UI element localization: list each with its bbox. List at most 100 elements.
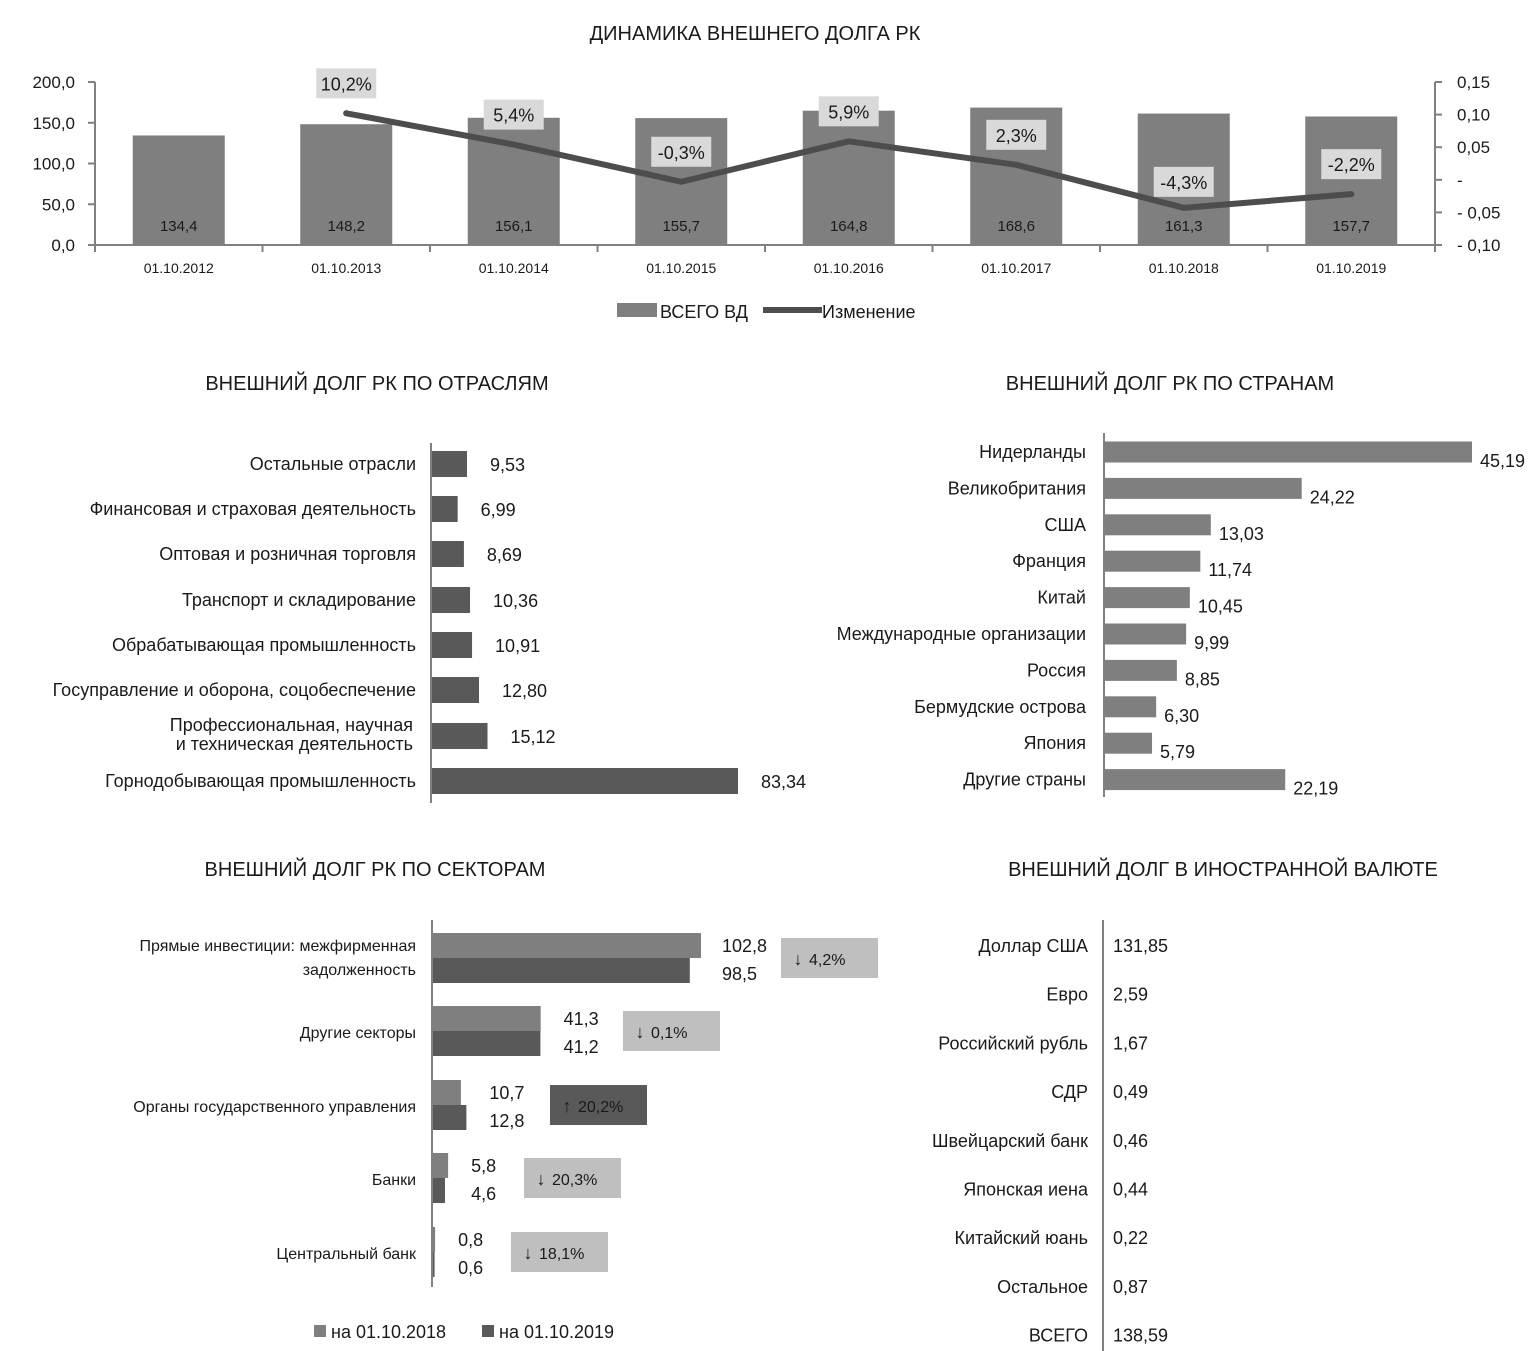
sector-category-label: Другие секторы [300,1025,416,1042]
change-label-box [1321,149,1382,180]
industry-category-label: Профессиональная, научная [170,715,413,735]
x-tick-label: 01.10.2016 [814,260,884,276]
sector-value-2019: 0,6 [458,1258,483,1278]
total-debt-bar [1305,116,1398,245]
country-category-label: Россия [1027,660,1086,680]
country-category-label: США [1044,515,1086,535]
sector-value-2018: 10,7 [489,1083,524,1103]
country-value-label: 24,22 [1310,487,1355,507]
industry-bar [432,632,473,658]
sector-value-2018: 0,8 [458,1230,483,1250]
country-value-label: 9,99 [1194,633,1229,653]
countries-chart: 45,19 Нидерланды 24,22 Великобритания 13,03 С… [837,433,1525,799]
industry-bar [432,723,488,749]
bar-value-label: 155,7 [662,218,700,235]
industry-value-label: 83,34 [761,772,806,792]
industry-bar [432,451,467,477]
sector-change-badge [550,1085,647,1125]
change-label-box [986,119,1047,150]
country-category-label: Япония [1024,733,1087,753]
sector-value-2019: 98,5 [722,964,757,984]
currency-row-value: 131,85 [1113,936,1168,956]
left-y-tick-label: 0,0 [51,236,75,255]
country-category-label: Франция [1012,551,1086,571]
country-bar [1105,623,1187,645]
x-tick-label: 01.10.2019 [1316,260,1386,276]
currency-row-label: ВСЕГО [1029,1326,1088,1346]
country-bar [1105,769,1286,791]
change-data-label: -2,2% [1328,155,1375,175]
industry-value-label: 10,91 [495,636,540,656]
currency-row-label: СДР [1051,1082,1088,1102]
x-tick-label: 01.10.2018 [1149,260,1219,276]
country-value-label: 22,19 [1293,779,1338,799]
dynamics-chart: 0,0 50,0 100,0 150,0 200,0 - 0,10 - 0,05 - 0,05 0… [32,68,1500,322]
industry-bar [432,496,458,522]
legend-label-total: ВСЕГО ВД [660,302,748,322]
sector-value-2018: 102,8 [722,936,767,956]
currency-row-value: 1,67 [1113,1033,1148,1053]
country-category-label: Другие страны [963,770,1086,790]
right-y-tick-label: 0,15 [1457,73,1490,92]
sector-category-label: Банки [372,1172,416,1189]
arrow-down-icon: ↓ [794,949,803,969]
country-value-label: 6,30 [1164,706,1199,726]
sector-bar-2019 [433,958,690,983]
currency-row-value: 0,44 [1113,1180,1148,1200]
industry-value-label: 6,99 [481,500,516,520]
change-data-label: -0,3% [658,143,705,163]
sector-bar-2018 [433,1227,436,1252]
country-bar [1105,659,1177,681]
industry-category-label: Горнодобывающая промышленность [105,771,416,791]
arrow-down-icon: ↓ [524,1243,533,1263]
industry-value-label: 15,12 [511,727,556,747]
sector-value-2018: 5,8 [471,1156,496,1176]
sector-bar-2019 [433,1178,445,1203]
total-debt-bar [802,110,895,245]
right-y-tick-label: - 0,10 [1457,236,1500,255]
country-value-label: 5,79 [1160,742,1195,762]
right-y-tick-label: - 0,05 [1457,203,1500,222]
sector-bar-2019 [433,1031,541,1056]
sector-change-value: 20,3% [552,1172,597,1189]
arrow-down-icon: ↓ [537,1169,546,1189]
change-point [1180,204,1187,211]
industry-category-label: Обрабатывающая промышленность [112,635,416,655]
left-y-tick-label: 200,0 [32,73,75,92]
sector-change-badge [623,1011,720,1051]
left-y-tick-label: 150,0 [32,114,75,133]
change-data-label: 2,3% [996,126,1037,146]
countries-chart-title: ВНЕШНИЙ ДОЛГ РК ПО СТРАНАМ [1006,371,1334,395]
change-label-box [818,96,879,127]
currency-row-label: Евро [1046,985,1088,1005]
country-category-label: Нидерланды [979,442,1086,462]
bar-value-label: 134,4 [160,218,198,235]
sector-value-2019: 4,6 [471,1184,496,1204]
industry-value-label: 10,36 [493,591,538,611]
country-bar [1105,696,1157,718]
country-bar [1105,477,1302,499]
dynamics-chart-title: ДИНАМИКА ВНЕШНЕГО ДОЛГА РК [590,23,921,45]
sector-category-label: Прямые инвестиции: межфирменная [140,938,416,955]
currency-table-title: ВНЕШНИЙ ДОЛГ В ИНОСТРАННОЙ ВАЛЮТЕ [1008,857,1438,881]
currency-row-label: Японская иена [963,1180,1089,1200]
sector-chart: 102,8 98,5 ↓ 4,2% Прямые инвестиции: межфирм… [133,920,878,1342]
currency-row-label: Российский рубль [938,1033,1088,1053]
country-value-label: 45,19 [1480,451,1525,471]
sector-change-value: 4,2% [809,952,845,969]
sector-bar-2018 [433,933,701,958]
x-tick-label: 01.10.2012 [144,260,214,276]
currency-row-label: Швейцарский банк [932,1131,1088,1151]
country-value-label: 10,45 [1198,597,1243,617]
total-debt-bar [132,135,225,245]
currency-row-label: Китайский юань [955,1228,1088,1248]
currency-row-value: 0,22 [1113,1228,1148,1248]
x-tick-label: 01.10.2015 [646,260,716,276]
industry-bar [432,587,471,613]
industry-category-label: Остальные отрасли [250,454,416,474]
industry-value-label: 8,69 [487,545,522,565]
country-value-label: 11,74 [1208,560,1252,580]
legend-swatch-2019 [482,1325,494,1337]
change-data-label: 10,2% [321,74,372,94]
